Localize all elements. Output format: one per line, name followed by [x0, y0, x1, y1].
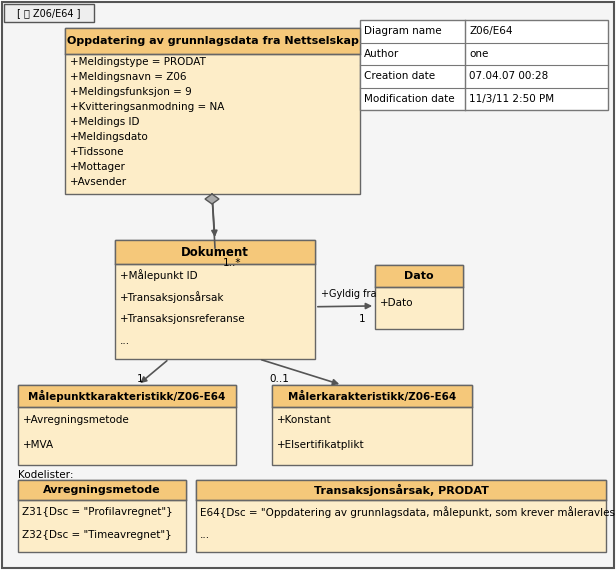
Text: +Transaksjonsårsak: +Transaksjonsårsak — [120, 291, 224, 303]
Text: +Tidssone: +Tidssone — [70, 147, 124, 157]
Text: ...: ... — [120, 336, 130, 347]
Bar — [65, 28, 360, 54]
Text: +Gyldig fra: +Gyldig fra — [321, 289, 376, 299]
Bar — [196, 480, 606, 552]
Polygon shape — [205, 194, 219, 204]
Text: Transaksjonsårsak, PRODAT: Transaksjonsårsak, PRODAT — [314, 484, 488, 496]
Text: Målepunktkarakteristikk/Z06-E64: Målepunktkarakteristikk/Z06-E64 — [28, 390, 225, 402]
Bar — [18, 385, 236, 407]
Text: 07.04.07 00:28: 07.04.07 00:28 — [469, 71, 548, 82]
Text: Z32{Dsc = "Timeavregnet"}: Z32{Dsc = "Timeavregnet"} — [22, 531, 172, 540]
Text: +Konstant: +Konstant — [277, 414, 331, 425]
Text: +Kvitteringsanmodning = NA: +Kvitteringsanmodning = NA — [70, 101, 224, 112]
Text: Avregningsmetode: Avregningsmetode — [43, 485, 161, 495]
Text: +Meldingsdato: +Meldingsdato — [70, 132, 148, 142]
Text: ...: ... — [200, 531, 210, 540]
Bar — [18, 385, 236, 465]
Text: Modification date: Modification date — [364, 93, 455, 104]
Text: +Meldingsfunksjon = 9: +Meldingsfunksjon = 9 — [70, 87, 192, 97]
Text: 1..*: 1..* — [223, 258, 241, 268]
Bar — [18, 480, 186, 500]
Text: +Dato: +Dato — [380, 298, 413, 308]
Text: +Målepunkt ID: +Målepunkt ID — [120, 269, 198, 281]
Text: +Elsertifikatplikt: +Elsertifikatplikt — [277, 440, 365, 450]
Bar — [375, 265, 463, 329]
Text: 1: 1 — [359, 314, 366, 324]
Bar — [115, 240, 315, 359]
Text: +Transaksjonsreferanse: +Transaksjonsreferanse — [120, 314, 246, 324]
Text: +Avsender: +Avsender — [70, 177, 127, 187]
Text: one: one — [469, 49, 488, 59]
Text: +Meldingstype = PRODAT: +Meldingstype = PRODAT — [70, 56, 206, 67]
Text: Oppdatering av grunnlagsdata fra Nettselskap: Oppdatering av grunnlagsdata fra Nettsel… — [67, 36, 359, 46]
Text: +Mottager: +Mottager — [70, 162, 126, 172]
Text: 1: 1 — [137, 374, 144, 384]
Text: +Meldings ID: +Meldings ID — [70, 117, 139, 127]
Bar — [272, 385, 472, 465]
Text: +Meldingsnavn = Z06: +Meldingsnavn = Z06 — [70, 72, 187, 82]
Text: +MVA: +MVA — [23, 440, 54, 450]
Text: 11/3/11 2:50 PM: 11/3/11 2:50 PM — [469, 93, 554, 104]
Bar — [196, 480, 606, 500]
Text: E64{Dsc = "Oppdatering av grunnlagsdata, målepunkt, som krever måleravlesning"}: E64{Dsc = "Oppdatering av grunnlagsdata,… — [200, 506, 616, 518]
Bar — [4, 4, 94, 22]
Bar — [375, 265, 463, 287]
Text: Kodelister:: Kodelister: — [18, 470, 73, 480]
Text: Z31{Dsc = "Profilavregnet"}: Z31{Dsc = "Profilavregnet"} — [22, 507, 172, 517]
Text: Dato: Dato — [404, 271, 434, 281]
Text: Diagram name: Diagram name — [364, 26, 442, 36]
Bar — [115, 240, 315, 264]
Text: Author: Author — [364, 49, 399, 59]
Text: Målerkarakteristikk/Z06-E64: Målerkarakteristikk/Z06-E64 — [288, 390, 456, 401]
Text: 0..1: 0..1 — [269, 374, 289, 384]
Bar — [272, 385, 472, 407]
Bar — [18, 480, 186, 552]
Text: Dokument: Dokument — [181, 246, 249, 259]
Bar — [360, 20, 608, 110]
Text: Creation date: Creation date — [364, 71, 435, 82]
Text: [ 圖 Z06/E64 ]: [ 圖 Z06/E64 ] — [17, 8, 81, 18]
Bar — [65, 28, 360, 194]
Text: Z06/E64: Z06/E64 — [469, 26, 513, 36]
Text: +Avregningsmetode: +Avregningsmetode — [23, 414, 130, 425]
